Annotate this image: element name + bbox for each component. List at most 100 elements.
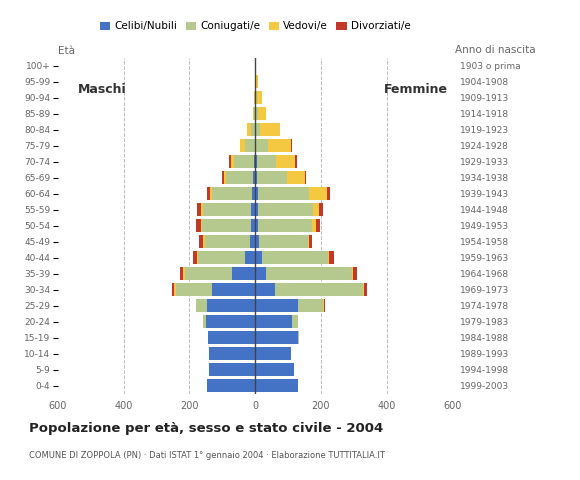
Bar xyxy=(256,156,276,168)
Bar xyxy=(252,108,254,120)
Bar xyxy=(292,315,298,328)
Bar xyxy=(195,219,201,232)
Bar xyxy=(212,283,255,296)
Bar xyxy=(234,156,253,168)
Bar xyxy=(207,187,210,200)
Bar xyxy=(363,283,364,296)
Bar xyxy=(255,267,266,280)
Bar xyxy=(197,252,198,264)
Bar xyxy=(255,379,298,392)
Bar xyxy=(255,204,259,216)
Bar xyxy=(172,283,175,296)
Bar xyxy=(291,139,292,152)
Bar xyxy=(328,252,329,264)
Bar xyxy=(250,235,255,248)
Bar xyxy=(255,300,298,312)
Bar xyxy=(275,283,363,296)
Bar xyxy=(258,187,309,200)
Bar xyxy=(205,235,250,248)
Bar xyxy=(251,219,255,232)
Bar xyxy=(198,252,245,264)
Bar xyxy=(253,156,255,168)
Bar xyxy=(245,252,255,264)
Bar xyxy=(295,156,296,168)
Bar xyxy=(364,283,367,296)
Bar xyxy=(196,300,206,312)
Bar xyxy=(259,219,311,232)
Bar xyxy=(255,156,256,168)
Bar xyxy=(254,91,255,104)
Bar xyxy=(255,219,259,232)
Bar xyxy=(257,171,287,184)
Bar xyxy=(209,348,255,360)
Bar xyxy=(255,331,298,344)
Text: Anno di nascita: Anno di nascita xyxy=(455,45,536,55)
Bar xyxy=(208,331,255,344)
Bar xyxy=(245,139,255,152)
Bar xyxy=(210,187,212,200)
Bar xyxy=(262,252,328,264)
Bar xyxy=(176,283,212,296)
Bar xyxy=(298,300,322,312)
Bar xyxy=(231,156,234,168)
Bar xyxy=(251,204,255,216)
Bar xyxy=(252,171,255,184)
Bar xyxy=(255,348,291,360)
Bar xyxy=(180,267,183,280)
Bar xyxy=(309,187,327,200)
Bar xyxy=(324,300,325,312)
Bar xyxy=(329,252,335,264)
Bar xyxy=(305,171,306,184)
Bar xyxy=(255,75,256,88)
Bar xyxy=(259,204,313,216)
Bar xyxy=(255,252,262,264)
Legend: Celibi/Nubili, Coniugati/e, Vedovi/e, Divorziati/e: Celibi/Nubili, Coniugati/e, Vedovi/e, Di… xyxy=(96,17,415,36)
Text: COMUNE DI ZOPPOLA (PN) · Dati ISTAT 1° gennaio 2004 · Elaborazione TUTTITALIA.IT: COMUNE DI ZOPPOLA (PN) · Dati ISTAT 1° g… xyxy=(29,451,385,460)
Bar xyxy=(287,171,305,184)
Bar xyxy=(229,156,231,168)
Bar xyxy=(203,315,206,328)
Bar xyxy=(268,139,291,152)
Bar xyxy=(353,267,357,280)
Bar xyxy=(255,187,258,200)
Bar xyxy=(206,379,255,392)
Bar xyxy=(203,235,205,248)
Bar xyxy=(255,235,259,248)
Bar xyxy=(247,123,251,136)
Bar xyxy=(183,267,184,280)
Bar xyxy=(184,267,232,280)
Bar xyxy=(240,139,245,152)
Bar xyxy=(251,123,255,136)
Bar xyxy=(258,108,266,120)
Bar xyxy=(309,235,311,248)
Bar xyxy=(255,171,257,184)
Bar xyxy=(255,315,292,328)
Bar xyxy=(322,300,324,312)
Bar xyxy=(316,219,320,232)
Bar xyxy=(327,187,331,200)
Bar xyxy=(313,204,319,216)
Bar xyxy=(256,123,260,136)
Bar xyxy=(260,123,280,136)
Bar xyxy=(255,91,256,104)
Bar xyxy=(206,300,255,312)
Bar xyxy=(197,204,201,216)
Bar xyxy=(256,91,262,104)
Bar xyxy=(222,171,224,184)
Bar xyxy=(352,267,353,280)
Bar xyxy=(209,363,255,376)
Bar xyxy=(266,267,352,280)
Bar xyxy=(254,108,255,120)
Bar xyxy=(193,252,197,264)
Bar xyxy=(206,315,255,328)
Bar xyxy=(200,235,203,248)
Bar xyxy=(255,123,256,136)
Bar xyxy=(255,363,294,376)
Bar xyxy=(256,75,258,88)
Text: Età: Età xyxy=(58,46,75,56)
Bar xyxy=(319,204,323,216)
Bar xyxy=(201,204,202,216)
Bar xyxy=(256,139,268,152)
Text: Maschi: Maschi xyxy=(78,83,126,96)
Bar xyxy=(308,235,309,248)
